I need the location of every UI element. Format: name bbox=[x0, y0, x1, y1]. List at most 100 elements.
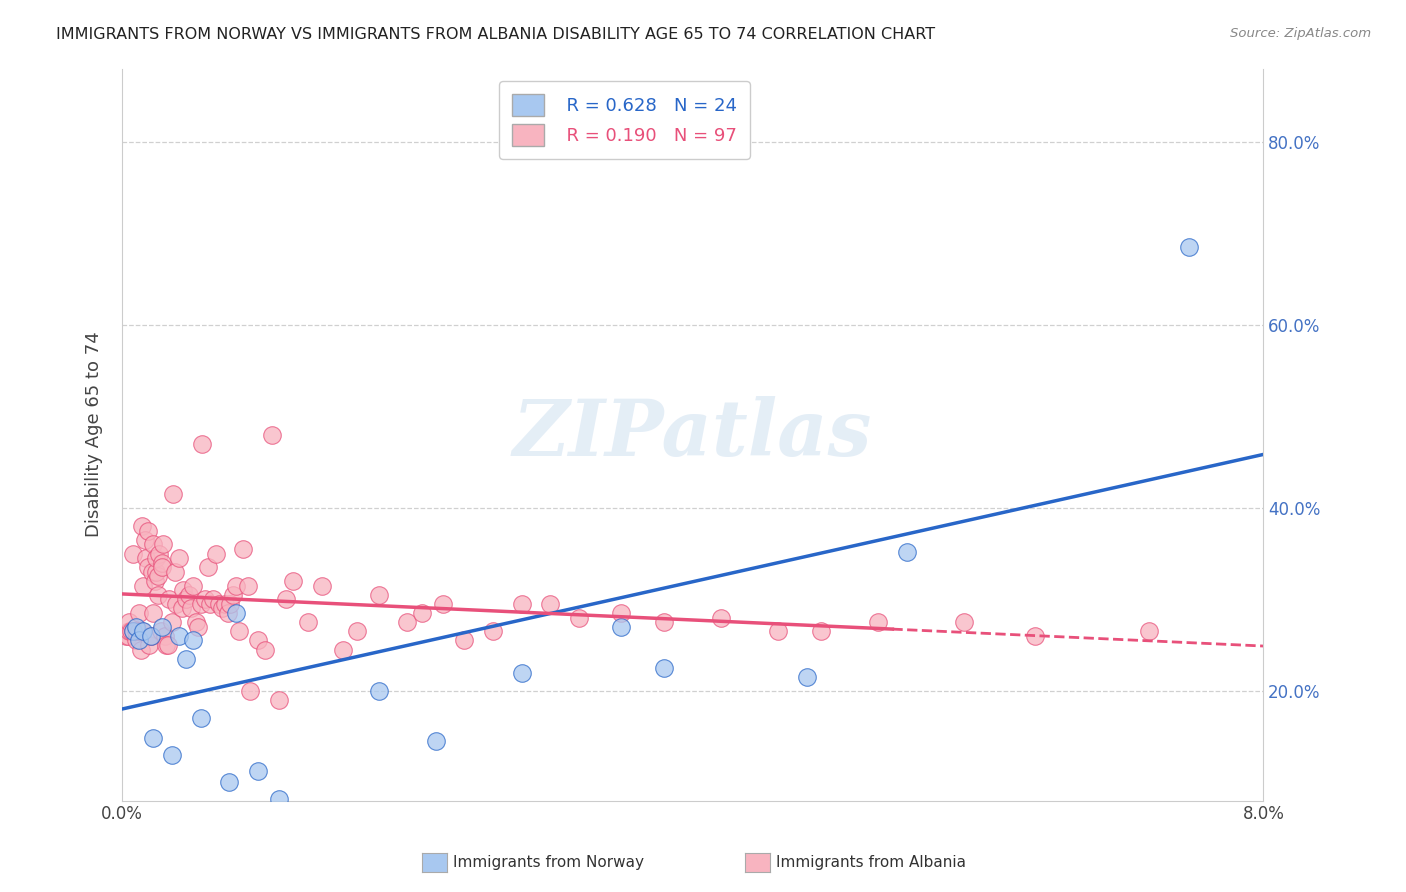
Point bbox=[128, 624, 150, 639]
Point bbox=[122, 547, 145, 561]
Point bbox=[162, 487, 184, 501]
Point bbox=[253, 642, 276, 657]
Point bbox=[129, 642, 152, 657]
Point bbox=[131, 624, 153, 639]
Point bbox=[246, 633, 269, 648]
Point bbox=[228, 624, 250, 639]
Point bbox=[136, 524, 159, 538]
Point bbox=[211, 601, 233, 615]
Point bbox=[146, 569, 169, 583]
Point bbox=[125, 620, 148, 634]
Point bbox=[186, 615, 208, 629]
Point bbox=[367, 588, 389, 602]
Point bbox=[138, 638, 160, 652]
Point bbox=[411, 606, 433, 620]
Point bbox=[139, 629, 162, 643]
Point bbox=[183, 578, 205, 592]
Point bbox=[710, 610, 733, 624]
Point bbox=[225, 606, 247, 620]
Point bbox=[167, 629, 190, 643]
Point bbox=[148, 547, 170, 561]
Point bbox=[214, 597, 236, 611]
Point bbox=[652, 661, 675, 675]
Legend:   R = 0.628   N = 24,   R = 0.190   N = 97: R = 0.628 N = 24, R = 0.190 N = 97 bbox=[499, 81, 749, 159]
Point bbox=[122, 624, 145, 639]
Point bbox=[143, 574, 166, 588]
Point bbox=[200, 597, 222, 611]
Point bbox=[167, 551, 190, 566]
Point bbox=[396, 615, 419, 629]
Point bbox=[115, 629, 138, 643]
Point bbox=[174, 652, 197, 666]
Point bbox=[239, 683, 262, 698]
Point bbox=[332, 642, 354, 657]
Point bbox=[183, 633, 205, 648]
Point bbox=[128, 633, 150, 648]
Point bbox=[172, 583, 194, 598]
Point bbox=[194, 592, 217, 607]
Point bbox=[311, 578, 333, 592]
Text: Source: ZipAtlas.com: Source: ZipAtlas.com bbox=[1230, 27, 1371, 40]
Point bbox=[149, 624, 172, 639]
Point bbox=[155, 638, 177, 652]
Point bbox=[125, 624, 148, 639]
Point bbox=[567, 610, 589, 624]
Point bbox=[346, 624, 368, 639]
Point bbox=[208, 597, 231, 611]
Point bbox=[218, 775, 240, 789]
Point bbox=[267, 693, 290, 707]
Point bbox=[297, 615, 319, 629]
Point bbox=[134, 533, 156, 547]
Point bbox=[868, 615, 890, 629]
Point bbox=[187, 620, 209, 634]
Point bbox=[896, 545, 918, 559]
Point bbox=[652, 615, 675, 629]
Y-axis label: Disability Age 65 to 74: Disability Age 65 to 74 bbox=[86, 332, 103, 538]
Point bbox=[117, 629, 139, 643]
Point bbox=[132, 624, 155, 639]
Point bbox=[190, 597, 212, 611]
Point bbox=[128, 606, 150, 620]
Point bbox=[267, 792, 290, 806]
Point bbox=[163, 565, 186, 579]
Point bbox=[180, 601, 202, 615]
Text: ZIPatlas: ZIPatlas bbox=[513, 396, 872, 473]
Point bbox=[160, 615, 183, 629]
Point bbox=[150, 620, 173, 634]
Point bbox=[510, 597, 533, 611]
Point bbox=[1178, 240, 1201, 254]
Point bbox=[145, 565, 167, 579]
Point bbox=[150, 556, 173, 570]
Text: IMMIGRANTS FROM NORWAY VS IMMIGRANTS FROM ALBANIA DISABILITY AGE 65 TO 74 CORREL: IMMIGRANTS FROM NORWAY VS IMMIGRANTS FRO… bbox=[56, 27, 935, 42]
Point bbox=[145, 551, 167, 566]
Point bbox=[810, 624, 832, 639]
Point bbox=[177, 588, 200, 602]
Point bbox=[136, 560, 159, 574]
Point bbox=[197, 560, 219, 574]
Point bbox=[610, 620, 633, 634]
Point bbox=[170, 601, 193, 615]
Point bbox=[160, 747, 183, 762]
Point bbox=[610, 606, 633, 620]
Point bbox=[125, 633, 148, 648]
Point bbox=[118, 624, 141, 639]
Point bbox=[122, 624, 145, 639]
Point bbox=[120, 624, 142, 639]
Point bbox=[152, 537, 174, 551]
Point bbox=[219, 597, 242, 611]
Point bbox=[482, 624, 505, 639]
Point bbox=[236, 578, 259, 592]
Point bbox=[453, 633, 475, 648]
Point bbox=[142, 606, 165, 620]
Point bbox=[217, 606, 239, 620]
Point bbox=[768, 624, 790, 639]
Point bbox=[367, 683, 389, 698]
Point bbox=[139, 629, 162, 643]
Point bbox=[232, 541, 254, 556]
Point bbox=[952, 615, 974, 629]
Point bbox=[205, 547, 228, 561]
Point bbox=[153, 629, 176, 643]
Point bbox=[190, 711, 212, 725]
Text: Immigrants from Norway: Immigrants from Norway bbox=[453, 855, 644, 870]
Point bbox=[246, 764, 269, 779]
